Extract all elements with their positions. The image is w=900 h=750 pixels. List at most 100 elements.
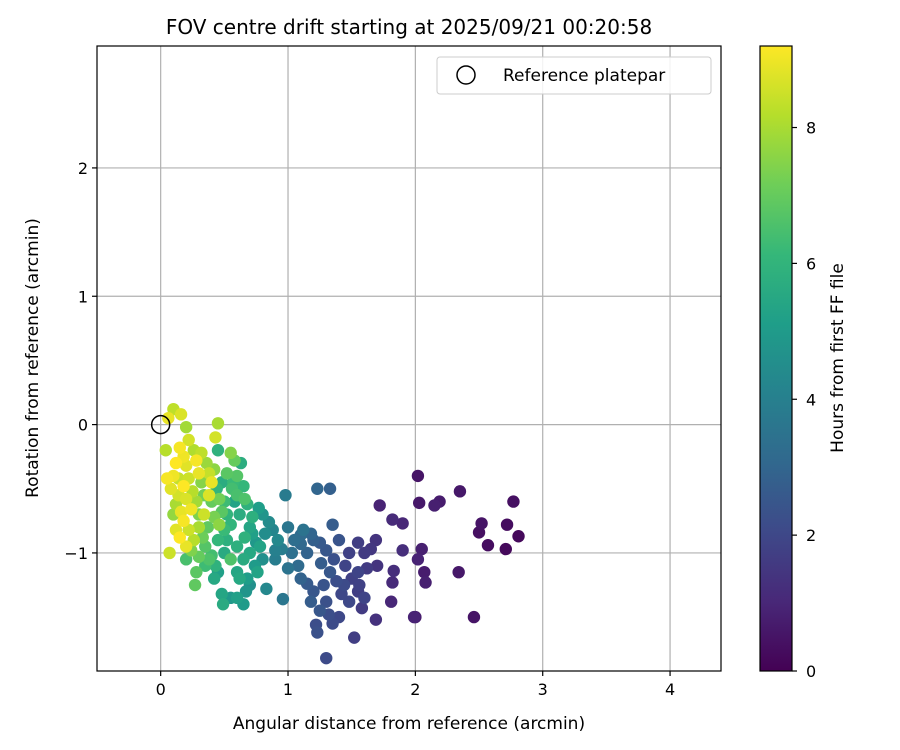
data-point	[339, 559, 352, 572]
data-point	[224, 553, 237, 566]
colorbar-ticks: 0 2 4 6 8	[792, 119, 816, 681]
x-tick-label: 0	[156, 680, 166, 699]
data-point	[326, 518, 339, 531]
colorbar-tick-label: 8	[806, 119, 816, 138]
data-point	[253, 540, 267, 553]
data-point	[332, 533, 346, 547]
data-point	[159, 444, 172, 457]
data-point	[246, 510, 259, 524]
data-point	[190, 454, 203, 467]
data-point	[279, 488, 292, 502]
data-point	[453, 485, 467, 498]
data-point	[213, 518, 226, 531]
data-point	[311, 482, 324, 495]
data-point	[411, 469, 425, 483]
plot-frame	[96, 45, 722, 672]
data-point	[323, 482, 337, 495]
data-point	[179, 553, 193, 566]
data-point	[512, 530, 525, 543]
data-point	[211, 417, 225, 430]
data-point	[314, 556, 328, 570]
data-point	[205, 476, 218, 489]
data-point	[342, 595, 356, 608]
data-point	[179, 492, 193, 506]
data-point	[188, 578, 202, 592]
data-point	[351, 536, 365, 549]
y-tick-label: 2	[78, 159, 88, 178]
data-point	[230, 591, 244, 605]
data-point	[412, 496, 426, 510]
data-point	[358, 546, 371, 560]
data-point	[384, 595, 398, 608]
data-point	[230, 469, 244, 483]
data-point	[323, 565, 337, 579]
data-point	[173, 531, 186, 544]
data-point	[419, 576, 432, 589]
data-point	[237, 553, 250, 566]
grid-lines	[97, 46, 721, 671]
data-point	[237, 479, 250, 493]
data-point	[213, 492, 226, 506]
data-point	[174, 408, 188, 421]
data-point	[342, 546, 356, 560]
data-point	[396, 517, 409, 530]
data-point	[207, 572, 221, 585]
data-point	[177, 479, 190, 493]
x-tick-label: 4	[665, 680, 675, 699]
data-point	[396, 544, 409, 557]
data-point	[369, 533, 383, 547]
data-point	[238, 531, 251, 544]
y-axis-label: Rotation from reference (arcmin)	[23, 218, 43, 498]
data-point	[285, 546, 299, 560]
colorbar-label: Hours from first FF file	[828, 263, 848, 453]
data-point	[220, 467, 234, 480]
data-point	[243, 521, 257, 534]
data-point	[292, 559, 305, 572]
x-tick-label: 2	[410, 680, 420, 699]
data-point	[428, 499, 441, 512]
data-point	[239, 585, 253, 598]
data-point	[499, 542, 512, 556]
data-point	[211, 533, 225, 547]
data-point	[294, 572, 307, 585]
data-point	[260, 582, 273, 596]
data-point	[353, 578, 366, 592]
data-point	[317, 578, 330, 592]
data-point	[507, 495, 520, 508]
data-point	[386, 576, 399, 589]
x-axis-label: Angular distance from reference (arcmin)	[233, 714, 585, 734]
data-point	[271, 533, 285, 547]
data-point	[415, 542, 428, 556]
legend: Reference platepar	[436, 56, 712, 95]
data-point	[330, 574, 343, 588]
data-point	[300, 546, 314, 560]
data-point	[182, 433, 195, 447]
data-point	[297, 523, 310, 537]
data-point	[327, 553, 341, 566]
data-point	[162, 411, 175, 425]
data-point	[411, 553, 425, 566]
data-point	[211, 444, 225, 457]
data-point	[351, 565, 365, 579]
data-point	[233, 572, 246, 585]
data-point	[467, 610, 481, 624]
legend-marker	[456, 65, 476, 85]
data-point	[200, 456, 213, 470]
data-point	[358, 591, 371, 605]
data-point	[281, 562, 295, 575]
data-point	[251, 565, 264, 579]
data-point	[269, 544, 282, 557]
data-point	[173, 441, 186, 454]
data-point	[185, 503, 198, 516]
data-point	[269, 553, 282, 566]
data-point	[418, 565, 431, 579]
data-point	[169, 456, 183, 470]
data-point	[369, 613, 383, 626]
data-point	[355, 601, 369, 615]
legend-label: Reference platepar	[503, 66, 665, 86]
data-point	[320, 651, 333, 665]
data-point	[288, 533, 301, 547]
data-point	[481, 539, 495, 552]
data-point	[276, 592, 290, 606]
data-point	[475, 517, 488, 530]
